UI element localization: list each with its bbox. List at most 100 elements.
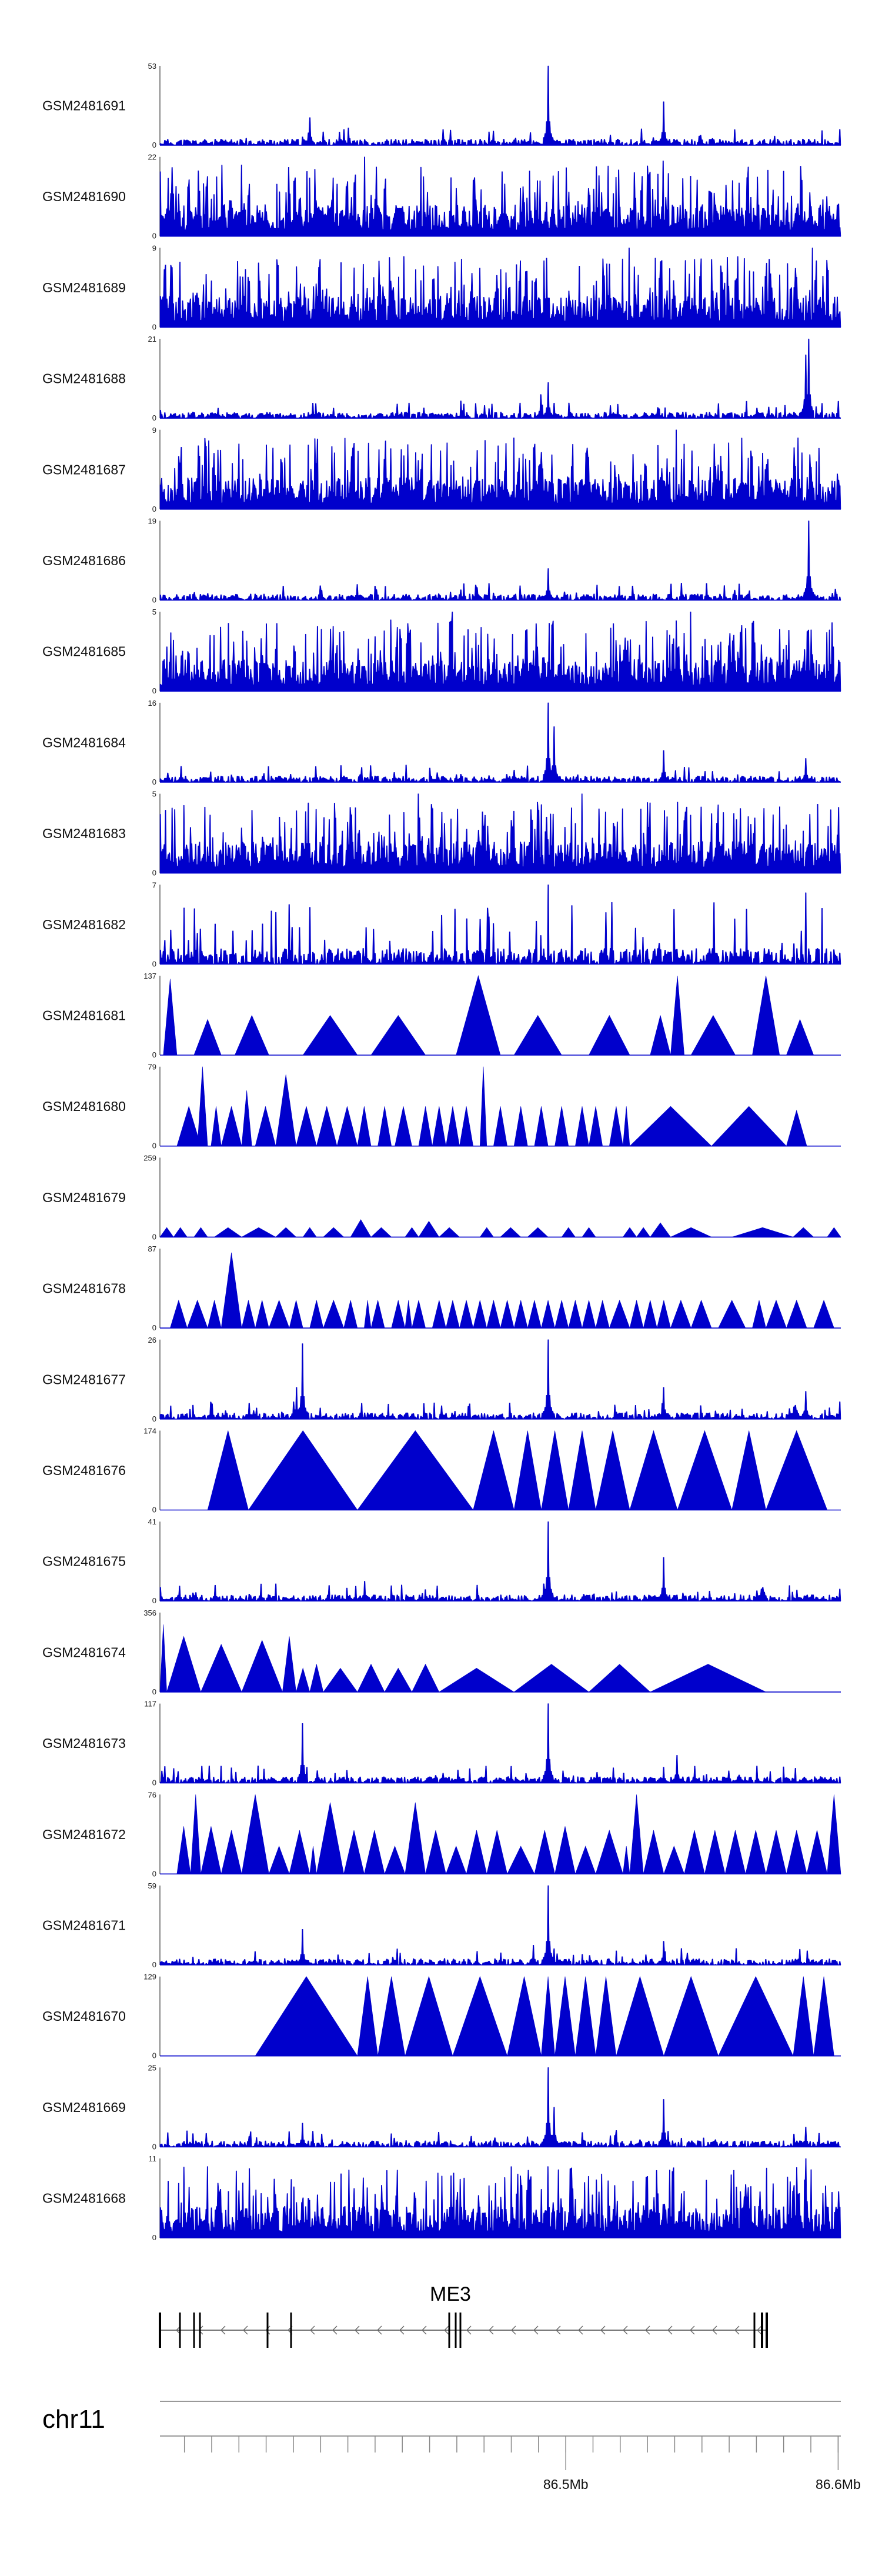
track-ymin-GSM2481680: 0 xyxy=(152,1142,156,1150)
gene-exon xyxy=(766,2313,768,2348)
track-ymax-GSM2481683: 5 xyxy=(152,790,156,799)
track-ymin-GSM2481682: 0 xyxy=(152,959,156,968)
data-tracks: GSM2481691530GSM2481690220GSM248168990GS… xyxy=(42,62,841,2242)
track-GSM2481677: GSM2481677 26 0 xyxy=(42,1336,841,1423)
track-GSM2481679: GSM2481679 259 0 xyxy=(42,1153,841,1241)
track-ymin-GSM2481683: 0 xyxy=(152,869,156,877)
track-ymin-GSM2481684: 0 xyxy=(152,778,156,786)
track-signal-GSM2481674 xyxy=(159,1624,766,1693)
track-ymax-GSM2481685: 5 xyxy=(152,608,156,616)
gene-name-label: ME3 xyxy=(430,2283,471,2305)
strand-arrow xyxy=(399,2325,405,2335)
gene-track: ME3 xyxy=(159,2283,768,2348)
track-GSM2481691: GSM2481691 53 0 xyxy=(42,62,841,149)
track-signal-GSM2481689 xyxy=(159,248,841,328)
track-signal-GSM2481685 xyxy=(159,611,841,692)
track-ymin-GSM2481688: 0 xyxy=(152,413,156,422)
track-signal-GSM2481677 xyxy=(159,1339,841,1420)
track-signal-GSM2481673 xyxy=(159,1703,841,1783)
track-ymin-GSM2481690: 0 xyxy=(152,232,156,241)
track-ymax-GSM2481673: 117 xyxy=(144,1700,156,1709)
track-GSM2481673: GSM2481673 117 0 xyxy=(42,1700,841,1787)
axis-ticks: 86.5Mb 86.6Mb xyxy=(183,2436,861,2492)
track-signal-GSM2481681 xyxy=(163,975,814,1056)
track-signal-GSM2481680 xyxy=(176,1066,807,1146)
track-signal-GSM2481675 xyxy=(159,1521,841,1601)
track-ymax-GSM2481672: 76 xyxy=(148,1790,156,1799)
track-signal-GSM2481691 xyxy=(159,65,841,146)
strand-arrow xyxy=(355,2325,360,2335)
gene-exon xyxy=(290,2313,292,2348)
track-GSM2481684: GSM2481684 16 0 xyxy=(42,699,841,786)
strand-arrow xyxy=(556,2325,561,2335)
axis-tick-label: 86.6Mb xyxy=(816,2477,861,2492)
track-ymax-GSM2481674: 356 xyxy=(143,1609,156,1617)
track-label-GSM2481668: GSM2481668 xyxy=(42,2191,126,2206)
track-GSM2481671: GSM2481671 59 0 xyxy=(42,1881,841,1969)
track-GSM2481680: GSM2481680 79 0 xyxy=(42,1063,841,1150)
track-label-GSM2481687: GSM2481687 xyxy=(42,462,126,477)
track-ymax-GSM2481671: 59 xyxy=(148,1881,156,1890)
track-ymin-GSM2481671: 0 xyxy=(152,1960,156,1969)
track-signal-GSM2481682 xyxy=(159,885,841,965)
track-ymin-GSM2481674: 0 xyxy=(152,1687,156,1696)
track-label-GSM2481683: GSM2481683 xyxy=(42,826,126,841)
track-label-GSM2481672: GSM2481672 xyxy=(42,1827,126,1842)
strand-arrow xyxy=(332,2325,338,2335)
strand-arrow xyxy=(220,2325,226,2335)
track-GSM2481676: GSM2481676 174 0 xyxy=(42,1427,841,1514)
strand-arrow xyxy=(198,2325,203,2335)
track-ymin-GSM2481687: 0 xyxy=(152,505,156,513)
track-ymin-GSM2481673: 0 xyxy=(152,1778,156,1787)
track-signal-GSM2481686 xyxy=(159,520,841,600)
track-label-GSM2481680: GSM2481680 xyxy=(42,1099,126,1114)
track-label-GSM2481691: GSM2481691 xyxy=(42,98,126,114)
track-ymin-GSM2481668: 0 xyxy=(152,2233,156,2242)
track-signal-GSM2481690 xyxy=(159,156,841,236)
track-label-GSM2481670: GSM2481670 xyxy=(42,2008,126,2024)
track-label-GSM2481689: GSM2481689 xyxy=(42,280,126,295)
track-signal-GSM2481669 xyxy=(159,2067,841,2147)
track-ymin-GSM2481669: 0 xyxy=(152,2142,156,2151)
track-ymax-GSM2481690: 22 xyxy=(148,153,156,162)
track-GSM2481681: GSM2481681 137 0 xyxy=(42,972,841,1059)
track-signal-GSM2481678 xyxy=(169,1252,834,1329)
strand-arrow xyxy=(623,2325,628,2335)
track-label-GSM2481678: GSM2481678 xyxy=(42,1281,126,1296)
track-ymax-GSM2481680: 79 xyxy=(148,1063,156,1072)
track-ymin-GSM2481677: 0 xyxy=(152,1414,156,1423)
gene-exon xyxy=(179,2313,181,2348)
strand-arrow xyxy=(757,2325,762,2335)
track-label-GSM2481684: GSM2481684 xyxy=(42,735,126,750)
track-label-GSM2481688: GSM2481688 xyxy=(42,371,126,386)
axis-tick-label: 86.5Mb xyxy=(543,2477,589,2492)
track-ymin-GSM2481689: 0 xyxy=(152,322,156,331)
gene-model-ME3 xyxy=(159,2313,768,2348)
strand-arrow xyxy=(310,2325,315,2335)
track-ymax-GSM2481681: 137 xyxy=(143,972,156,980)
track-label-GSM2481671: GSM2481671 xyxy=(42,1918,126,1933)
track-GSM2481672: GSM2481672 76 0 xyxy=(42,1790,841,1878)
track-ymax-GSM2481682: 7 xyxy=(152,880,156,889)
track-ymax-GSM2481678: 87 xyxy=(148,1244,156,1253)
track-signal-GSM2481687 xyxy=(159,429,841,510)
track-signal-GSM2481684 xyxy=(159,702,841,783)
track-ymax-GSM2481670: 129 xyxy=(143,1973,156,1981)
track-label-GSM2481673: GSM2481673 xyxy=(42,1736,126,1751)
track-GSM2481685: GSM2481685 5 0 xyxy=(42,608,841,695)
track-GSM2481668: GSM2481668 11 0 xyxy=(42,2154,841,2242)
strand-arrow xyxy=(422,2325,427,2335)
strand-arrow xyxy=(377,2325,382,2335)
strand-arrow xyxy=(265,2325,270,2335)
gene-exon xyxy=(159,2313,161,2348)
track-label-GSM2481681: GSM2481681 xyxy=(42,1008,126,1023)
track-ymax-GSM2481684: 16 xyxy=(148,699,156,708)
track-ymin-GSM2481681: 0 xyxy=(152,1050,156,1059)
gene-exon xyxy=(455,2313,457,2348)
gene-exon xyxy=(266,2313,269,2348)
gene-exon xyxy=(193,2313,195,2348)
track-GSM2481682: GSM2481682 7 0 xyxy=(42,880,841,968)
track-GSM2481689: GSM2481689 9 0 xyxy=(42,243,841,331)
track-ymin-GSM2481679: 0 xyxy=(152,1232,156,1241)
track-label-GSM2481677: GSM2481677 xyxy=(42,1372,126,1387)
